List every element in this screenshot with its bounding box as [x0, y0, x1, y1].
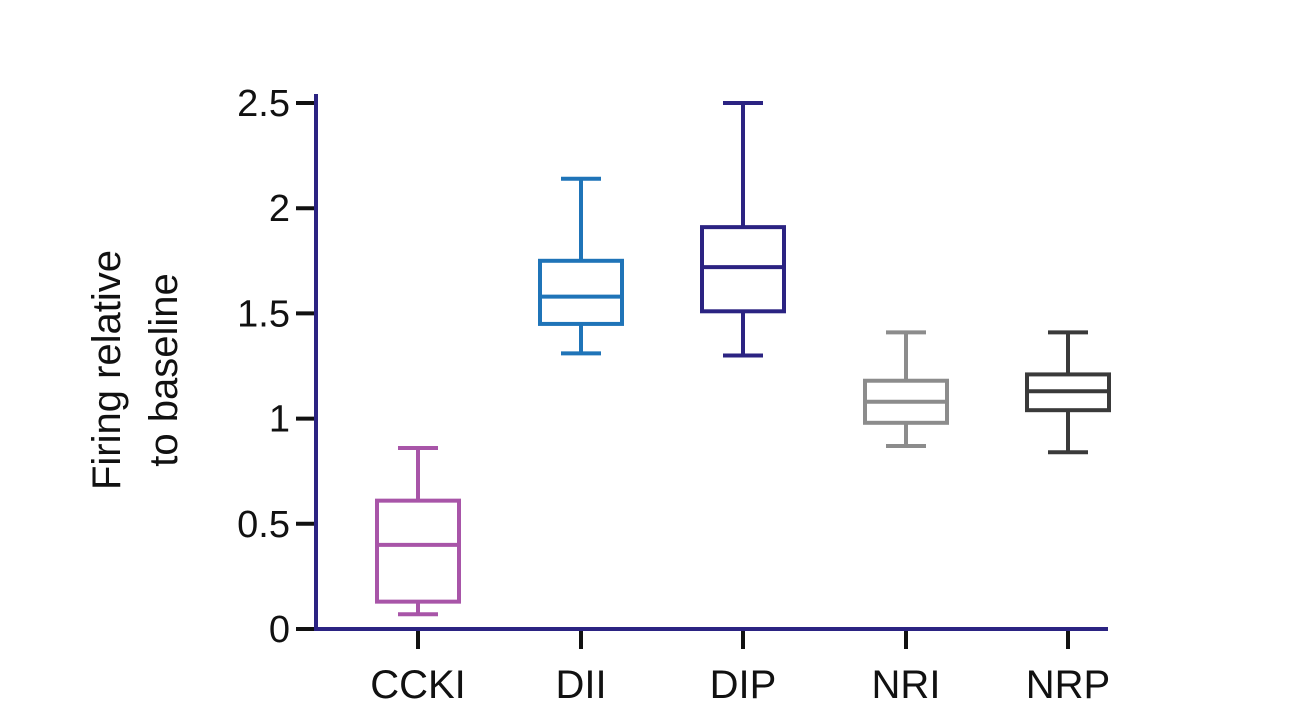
y-axis-title-line2: to baseline: [142, 273, 186, 466]
y-tick-label: 1.5: [237, 293, 290, 335]
axes: [314, 94, 1108, 631]
x-tick-label: CCKI: [370, 663, 466, 707]
y-axis-title-line1: Firing relative: [85, 250, 129, 490]
x-tick-label: DII: [555, 663, 606, 707]
box-ccki: [375, 446, 461, 617]
y-tick-label: 0.5: [237, 504, 290, 546]
box-series: [375, 101, 1111, 617]
y-tick-label: 1: [269, 399, 290, 441]
x-axis-ticks: CCKI DII DIP NRI NRP: [370, 629, 1110, 707]
iqr-box: [375, 498, 461, 604]
x-tick-label: NRI: [872, 663, 941, 707]
y-tick-label: 2.5: [237, 83, 290, 125]
box-nrp: [1025, 330, 1111, 455]
y-axis-title: Firing relative to baseline: [85, 250, 186, 490]
y-axis-ticks: 0 0.5 1 1.5 2 2.5: [237, 83, 316, 651]
box-dip: [700, 101, 786, 358]
y-tick-label: 2: [269, 188, 290, 230]
box-dii: [538, 176, 624, 356]
box-nri: [863, 330, 949, 448]
x-tick-label: NRP: [1026, 663, 1110, 707]
x-tick-label: DIP: [710, 663, 777, 707]
iqr-box: [538, 258, 624, 326]
y-tick-label: 0: [269, 609, 290, 651]
iqr-box: [700, 225, 786, 314]
